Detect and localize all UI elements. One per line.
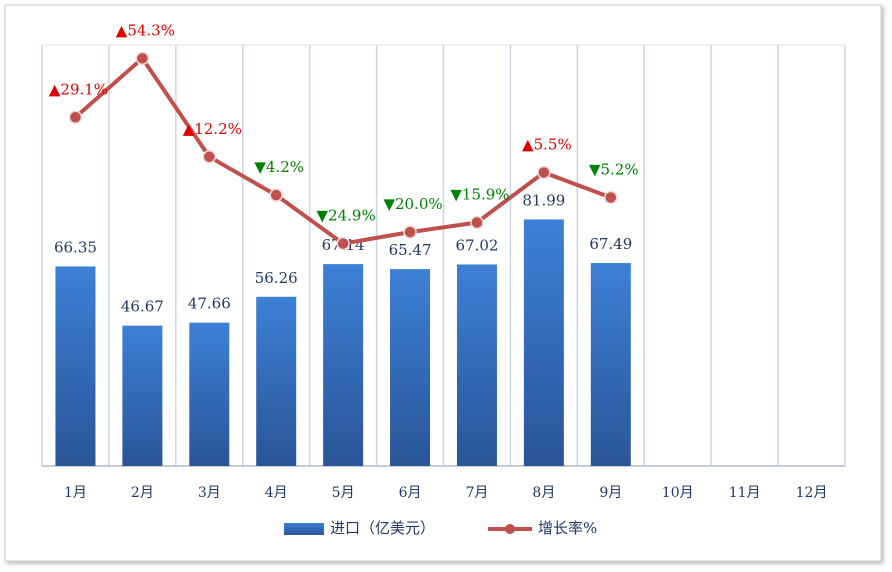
bar — [256, 296, 297, 466]
line-marker — [135, 51, 150, 66]
plot-area: 1月 2月 3月 4月 5月 6月 7月 8月 9月 10月 11月 12月 66.35 46.67 47.… — [41, 21, 846, 501]
line-marker — [470, 215, 484, 230]
x-tick-label: 10月 — [662, 485, 694, 501]
line-marker — [336, 236, 350, 251]
line-value-label: ▼5.2% — [589, 160, 639, 178]
bar — [122, 325, 163, 466]
bar — [590, 263, 631, 466]
bar-value-label: 81.99 — [522, 191, 565, 209]
x-tick-label: 7月 — [465, 485, 488, 501]
x-tick-label: 12月 — [796, 485, 828, 501]
line-marker — [202, 150, 217, 164]
x-tick-label: 6月 — [399, 485, 422, 501]
bar-value-label: 47.66 — [188, 295, 231, 313]
line-value-label: ▼4.2% — [254, 158, 304, 176]
bar — [523, 219, 564, 466]
line-value-label: ▲12.2% — [183, 120, 242, 138]
line-value-label: ▼20.0% — [383, 195, 442, 213]
x-tick-label: 1月 — [64, 485, 87, 501]
legend-label: 增长率% — [538, 519, 597, 537]
legend-swatch — [284, 523, 324, 535]
x-tick-label: 9月 — [599, 485, 622, 501]
bar-value-label: 46.67 — [121, 298, 164, 316]
x-tick-label: 4月 — [265, 485, 288, 501]
x-tick-label: 2月 — [131, 485, 154, 501]
line-value-label: ▲29.1% — [49, 80, 108, 98]
bar-value-label: 67.49 — [589, 235, 632, 253]
bar — [323, 264, 364, 466]
line-marker — [68, 110, 83, 125]
line-marker — [269, 188, 283, 202]
bar — [55, 266, 96, 466]
bar — [456, 264, 497, 466]
x-tick-label: 5月 — [332, 485, 355, 501]
bar-value-label: 65.47 — [389, 241, 432, 259]
bar-value-label: 67.02 — [455, 236, 498, 254]
line-marker — [537, 165, 551, 180]
legend-swatch — [505, 524, 515, 534]
bar-value-label: 56.26 — [255, 269, 298, 287]
bar — [390, 269, 431, 466]
line-value-label: ▲54.3% — [116, 21, 175, 39]
line-value-label: ▼15.9% — [450, 186, 509, 204]
x-tick-label: 11月 — [729, 485, 761, 501]
x-tick-label: 3月 — [198, 485, 221, 501]
bar-value-label: 66.35 — [54, 238, 97, 256]
bar — [189, 322, 230, 466]
legend: 进口（亿美元） 增长率% — [284, 519, 597, 537]
legend-label: 进口（亿美元） — [330, 519, 435, 537]
line-value-label: ▲5.5% — [522, 135, 572, 153]
line-value-label: ▼24.9% — [317, 207, 376, 225]
line-marker — [604, 190, 618, 205]
x-tick-label: 8月 — [532, 485, 555, 501]
line-marker — [403, 225, 417, 239]
